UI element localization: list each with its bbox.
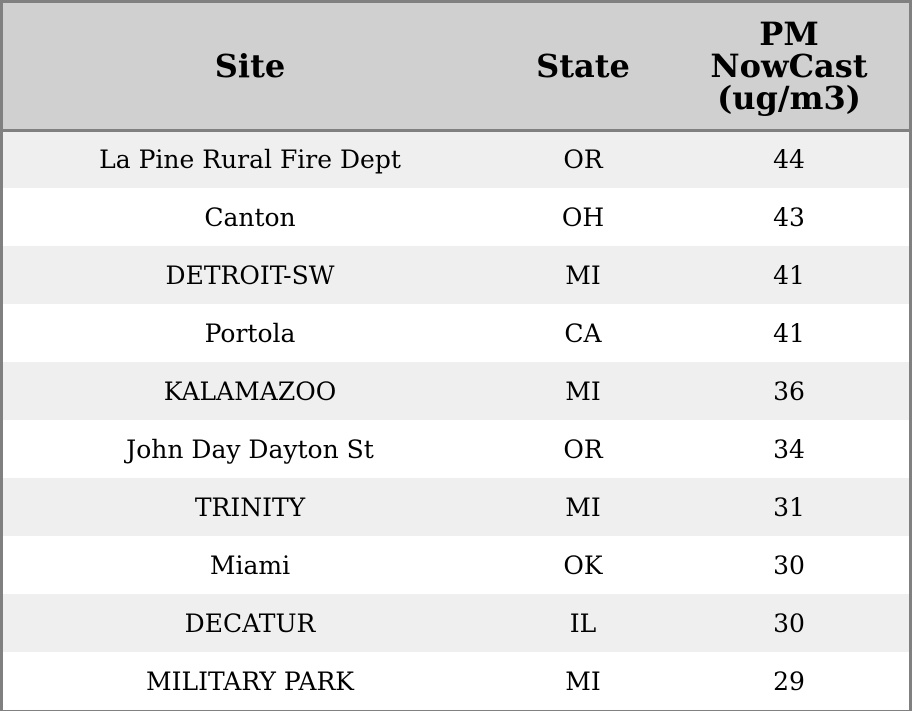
cell-site: La Pine Rural Fire Dept <box>99 145 401 175</box>
cell-state: MI <box>565 492 601 522</box>
cell-pm: 30 <box>773 608 805 638</box>
header-state-label: State <box>536 46 630 85</box>
header-pm-line-1: PM <box>759 14 819 53</box>
cell-site: Miami <box>209 550 291 580</box>
table-header: Site State PM NowCast (ug/m3) <box>3 3 909 132</box>
table-row: MILITARY PARK MI 29 <box>3 652 909 710</box>
cell-site: KALAMAZOO <box>163 376 337 406</box>
cell-pm: 43 <box>773 202 805 232</box>
header-row: Site State PM NowCast (ug/m3) <box>3 3 909 132</box>
pm-nowcast-table: Site State PM NowCast (ug/m3) La Pine Ru… <box>3 3 909 710</box>
table-row: TRINITY MI 31 <box>3 478 909 536</box>
table-row: Canton OH 43 <box>3 188 909 246</box>
cell-state: MI <box>565 260 601 290</box>
table-row: John Day Dayton St OR 34 <box>3 420 909 478</box>
cell-site: Portola <box>204 318 296 348</box>
table-row: Portola CA 41 <box>3 304 909 362</box>
cell-state: OK <box>563 550 603 580</box>
cell-state: OH <box>561 202 605 232</box>
cell-site: TRINITY <box>194 492 306 522</box>
header-pm-nowcast: PM NowCast (ug/m3) <box>669 3 909 132</box>
header-site-label: Site <box>214 46 286 85</box>
cell-site: DECATUR <box>184 608 316 638</box>
cell-site: MILITARY PARK <box>146 666 354 696</box>
cell-state: OR <box>563 434 603 464</box>
cell-pm: 30 <box>773 550 805 580</box>
header-site: Site <box>3 3 497 132</box>
cell-pm: 29 <box>773 666 805 696</box>
cell-state: MI <box>565 376 601 406</box>
table-body: La Pine Rural Fire Dept OR 44 Canton OH 43 DET… <box>3 130 909 710</box>
cell-site: Canton <box>204 202 296 232</box>
cell-pm: 41 <box>773 260 805 290</box>
cell-pm: 31 <box>773 492 805 522</box>
cell-state: CA <box>564 318 602 348</box>
cell-site: John Day Dayton St <box>126 434 374 464</box>
cell-pm: 34 <box>773 434 805 464</box>
table-row: DETROIT-SW MI 41 <box>3 246 909 304</box>
table-row: Miami OK 30 <box>3 536 909 594</box>
table-row: DECATUR IL 30 <box>3 594 909 652</box>
cell-state: OR <box>563 145 603 175</box>
cell-pm: 41 <box>773 318 805 348</box>
table-row: KALAMAZOO MI 36 <box>3 362 909 420</box>
cell-site: DETROIT-SW <box>165 260 335 290</box>
header-pm-line-2: NowCast <box>710 46 868 85</box>
table-row: La Pine Rural Fire Dept OR 44 <box>3 130 909 188</box>
cell-pm: 36 <box>773 376 805 406</box>
cell-pm: 44 <box>773 145 805 175</box>
header-state: State <box>497 3 669 132</box>
cell-state: IL <box>569 608 597 638</box>
header-pm-line-3: (ug/m3) <box>717 78 861 117</box>
cell-state: MI <box>565 666 601 696</box>
